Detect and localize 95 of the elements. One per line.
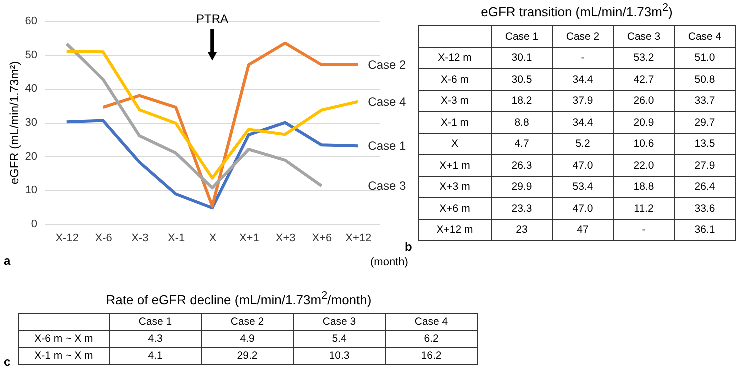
category-label: Case 4: [674, 26, 736, 48]
text: 26.0: [634, 95, 654, 108]
text: 53.4: [572, 181, 594, 194]
text: 50.8: [694, 74, 716, 86]
text: 16.2: [421, 350, 442, 362]
series-label: Case 4: [368, 94, 406, 109]
text: 53.2: [634, 52, 654, 64]
x-tick-label: X+12: [346, 232, 372, 244]
text: 29.2: [237, 350, 258, 362]
text: 4.7: [514, 138, 530, 150]
y-tick-label: 10: [25, 184, 38, 197]
x-tick-label: X+3: [276, 232, 296, 244]
x-tick-label: X+1: [239, 232, 260, 244]
category-label: Case 3: [614, 26, 674, 48]
text: 26.4: [694, 181, 716, 194]
category-label: Case 4: [386, 314, 478, 331]
text: 33.6: [694, 202, 716, 215]
x-tick-label: X-3: [132, 232, 149, 244]
category-label: X+12 m: [436, 224, 474, 236]
category-label: X+6 m: [440, 202, 470, 215]
text: 13.5: [694, 138, 716, 150]
text: 6.2: [424, 333, 439, 346]
text: c: [4, 355, 11, 369]
annotation: PTRA: [196, 12, 229, 26]
category-label: X-3 m: [440, 95, 469, 108]
text: 23: [516, 224, 528, 236]
text: 26.3: [512, 160, 532, 172]
x-tick-label: X-6: [95, 232, 112, 244]
text: 10.6: [634, 138, 654, 150]
y-tick-label: 50: [25, 49, 38, 62]
line-series: [102, 42, 360, 208]
line-series: [65, 119, 360, 210]
text: 42.7: [634, 74, 654, 86]
category-label: X-6 m: [440, 74, 469, 86]
text: eGFR transition (mL/min/1.73m$^{2}$): [480, 2, 674, 20]
text: a: [4, 254, 11, 268]
text: 30.5: [512, 74, 532, 86]
text: 18.2: [512, 95, 532, 108]
series-label: Case 2: [368, 58, 406, 72]
text: 34.4: [572, 74, 594, 86]
text: 10.3: [329, 350, 350, 362]
category-label: Case 1: [492, 26, 552, 48]
text: 8.8: [514, 116, 530, 129]
text: 23.3: [512, 202, 532, 215]
x-axis-title: (month): [370, 256, 408, 268]
text: 33.7: [694, 95, 716, 108]
text: -: [581, 52, 585, 64]
category-label: X+3 m: [440, 181, 470, 194]
y-tick-label: 20: [25, 150, 38, 163]
text: 22.0: [634, 160, 654, 172]
text: Rate of eGFR decline (mL/min/1.73m$^{2}$/month): [105, 290, 373, 308]
category-label: Case 1: [110, 314, 202, 331]
text: 11.2: [634, 202, 654, 215]
category-label: X-1 m: [440, 116, 469, 129]
line-series: [65, 50, 360, 180]
text: 36.1: [694, 224, 716, 236]
text: 34.4: [572, 116, 594, 129]
text: 27.9: [694, 160, 716, 172]
y-tick-label: 60: [25, 16, 38, 28]
text: 4.1: [148, 350, 163, 362]
x-tick-label: X-12: [56, 232, 79, 244]
category-label: Case 2: [202, 314, 294, 331]
text: 37.9: [572, 95, 594, 108]
category-label: X-12 m: [438, 52, 472, 64]
text: 5.4: [332, 333, 347, 346]
y-axis-title: eGFR (mL/min/1.73m²): [7, 61, 22, 185]
category-label: Case 3: [294, 314, 386, 331]
text: -: [642, 224, 646, 236]
text: b: [405, 240, 412, 254]
text: 51.0: [694, 52, 716, 64]
category-label: X+1 m: [440, 160, 470, 172]
text: 30.1: [512, 52, 532, 64]
text: 29.7: [694, 116, 716, 129]
text: 47.0: [572, 160, 594, 172]
series-label: Case 1: [368, 139, 406, 154]
y-tick-label: 40: [25, 83, 38, 96]
x-tick-label: X-1: [168, 232, 186, 244]
text: 47: [577, 224, 589, 236]
y-tick-label: 30: [25, 117, 38, 129]
text: 5.2: [576, 138, 590, 150]
text: 29.9: [512, 181, 532, 194]
text: 18.8: [634, 181, 654, 194]
category-label: X-1 m ~ X m: [34, 350, 94, 362]
text: 20.9: [634, 116, 654, 129]
y-tick-label: 0: [31, 218, 38, 230]
text: Case 3: [368, 179, 406, 194]
category-label: Case 2: [552, 26, 614, 48]
text: 4.3: [148, 333, 163, 346]
category-label: X: [451, 138, 458, 150]
text: 4.9: [240, 333, 255, 346]
x-tick-label: X: [209, 232, 218, 244]
line-series: [65, 42, 324, 190]
x-tick-label: X+6: [312, 232, 332, 244]
category-label: X-6 m ~ X m: [34, 333, 94, 346]
text: 47.0: [572, 202, 594, 215]
